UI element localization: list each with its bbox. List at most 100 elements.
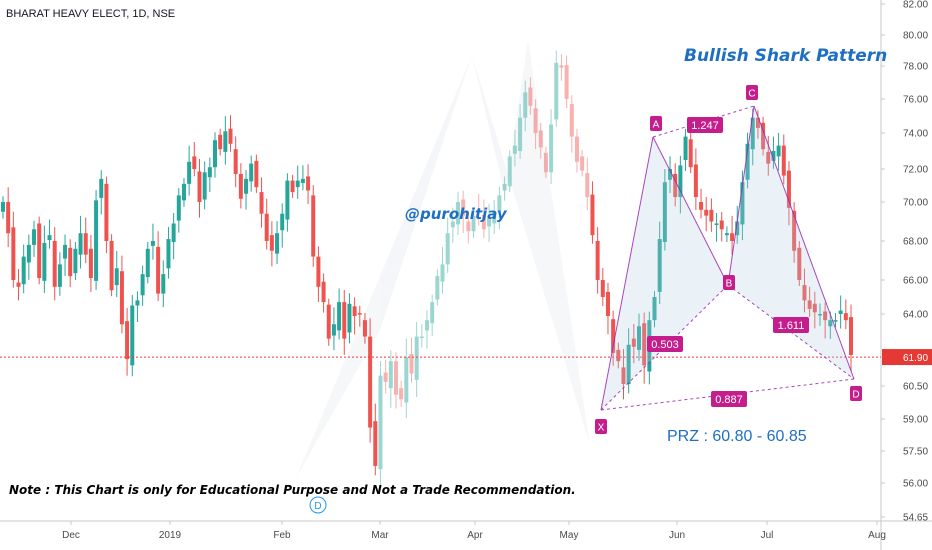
ratio-label: 1.247: [691, 120, 719, 132]
candle-body: [218, 134, 223, 150]
candle-body: [621, 367, 626, 384]
candle: [574, 128, 579, 173]
candle: [730, 215, 735, 255]
candle-body: [21, 256, 26, 285]
candle: [595, 227, 600, 294]
candle-body: [83, 233, 88, 255]
candle-body: [254, 160, 259, 188]
candle-body: [57, 264, 62, 287]
leg-xa: [600, 136, 654, 411]
candle-body: [393, 361, 398, 395]
candle: [145, 241, 150, 284]
candle-body: [171, 223, 176, 242]
candle: [6, 187, 11, 248]
candle: [668, 156, 673, 193]
candle-body: [730, 233, 735, 241]
candle-body: [11, 227, 16, 280]
candle: [487, 203, 492, 242]
candle-body: [68, 247, 73, 277]
candle: [507, 150, 512, 193]
candle: [409, 337, 414, 383]
candle: [1, 196, 5, 219]
candle: [16, 269, 21, 301]
candle-body: [280, 213, 285, 231]
candle: [533, 99, 538, 150]
candle-body: [543, 152, 548, 173]
candle-body: [688, 139, 693, 168]
candle: [357, 305, 362, 327]
candle: [512, 129, 517, 167]
ratio-box-bg: [687, 117, 723, 133]
candle-body: [207, 167, 212, 178]
candle: [11, 211, 16, 288]
candle-body: [693, 164, 698, 198]
candle: [621, 349, 626, 400]
author-handle: @purohitjay: [405, 205, 508, 223]
candle: [637, 313, 641, 361]
candle-body: [135, 300, 140, 306]
candle-body: [781, 145, 786, 176]
candle: [807, 286, 812, 317]
candle-body: [740, 182, 745, 225]
candle: [766, 135, 771, 176]
price-axis: 54.65 56.00 57.50 59.00 60.50 64.00 66.00 68.00…: [881, 0, 932, 524]
candle: [68, 239, 73, 288]
candle-body: [295, 180, 300, 188]
candle: [569, 95, 574, 153]
candle-body: [125, 321, 130, 360]
candle: [254, 154, 259, 193]
candle: [549, 109, 554, 185]
harmonic-pattern[interactable]: X A B C D 1.247 0.503 1.611 0.887: [595, 85, 862, 434]
candle: [781, 134, 786, 185]
candle-body: [776, 145, 781, 157]
candle: [699, 188, 704, 219]
candle: [518, 104, 523, 159]
candle: [32, 220, 37, 257]
point-label-b-bg: [723, 275, 735, 290]
candle-body: [802, 285, 807, 301]
candle-body: [6, 202, 11, 234]
candle: [37, 216, 42, 285]
candle: [316, 246, 321, 302]
ratio-box-bg: [711, 391, 747, 407]
candle: [823, 302, 828, 339]
event-marker-circle[interactable]: [309, 496, 327, 514]
candle: [755, 110, 760, 139]
point-label-x-bg: [595, 419, 607, 434]
candle-body: [430, 302, 435, 324]
candle: [761, 116, 766, 156]
candle-body: [368, 336, 373, 428]
candle: [156, 231, 161, 302]
candle: [693, 148, 698, 210]
candle-body: [709, 209, 714, 222]
candle: [233, 136, 238, 188]
candle-body: [347, 303, 352, 333]
candle-body: [580, 156, 585, 171]
candle: [280, 203, 285, 248]
candle: [683, 128, 688, 171]
candle: [275, 221, 280, 265]
candle: [321, 273, 326, 313]
candle-body: [197, 171, 202, 202]
candle-body: [724, 233, 729, 236]
candle: [213, 132, 217, 178]
candle: [94, 190, 99, 290]
candle-body: [187, 161, 192, 184]
event-marker[interactable]: D: [309, 496, 327, 514]
candle-body: [300, 178, 305, 184]
y-tick-label: 80.00: [903, 31, 928, 42]
ratio-label: 0.887: [715, 394, 743, 406]
candle-body: [817, 314, 822, 316]
candle-body: [678, 165, 683, 198]
candle-body: [52, 241, 57, 287]
candle: [419, 323, 424, 348]
candle: [88, 234, 93, 292]
candle: [197, 158, 202, 218]
candle: [352, 297, 357, 335]
candle: [78, 215, 83, 269]
candle: [264, 198, 269, 250]
candle: [750, 108, 755, 166]
candle: [207, 157, 212, 192]
